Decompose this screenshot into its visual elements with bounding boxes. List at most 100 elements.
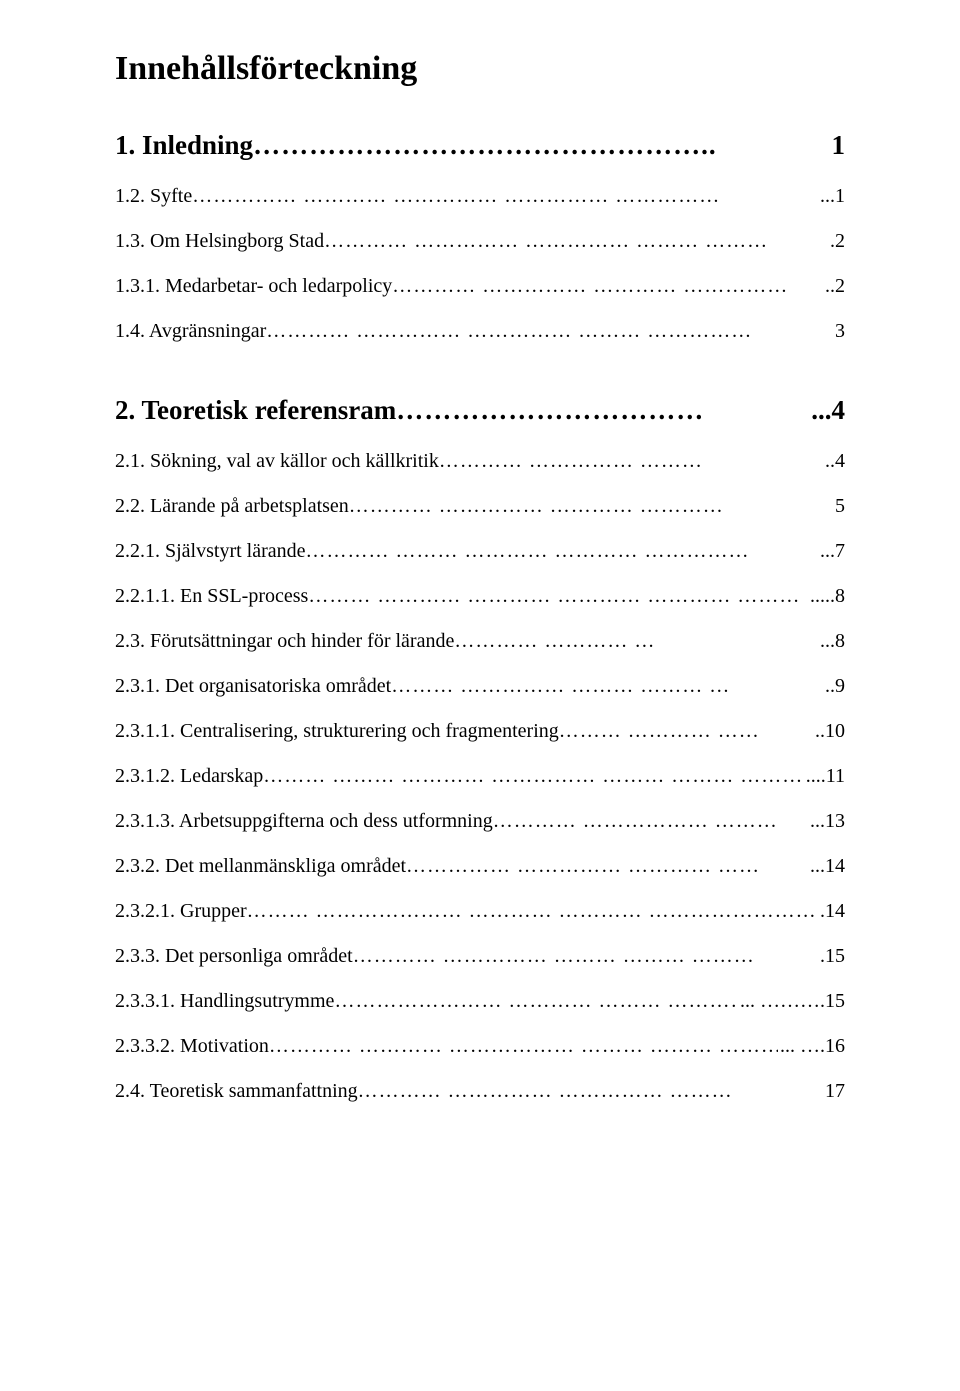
toc-entry-line: 2.2.1. Självstyrt lärande………… ……… ………… ……	[115, 540, 845, 563]
toc-page-number: ...14	[808, 855, 845, 878]
toc-leader: ……… ……… ………… …………… ……… ……… ……… ……… ……	[263, 765, 803, 788]
toc-leader: …………………………………………..	[253, 130, 829, 161]
toc-page-number: .....8	[808, 585, 845, 608]
toc-entry-line: 2.3.3.1. Handlingsutrymme…………………… ………… ……	[115, 990, 845, 1013]
toc-page-number: 5	[833, 495, 845, 518]
toc-heading-line: 1. Inledning…………………………………………..1	[115, 130, 845, 161]
toc-label: 2.3.1. Det organisatoriska området	[115, 675, 391, 698]
toc-label: 2.3.3.1. Handlingsutrymme	[115, 990, 334, 1013]
toc-leader: ………… …………… …………… ……… ………	[324, 230, 828, 253]
toc-entry-line: 2.3.1. Det organisatoriska området……… ………	[115, 675, 845, 698]
toc-leader: ………… …………… …………… ………	[358, 1080, 823, 1103]
toc-leader: ………… ………… …	[454, 630, 818, 653]
toc-label: 2.3. Förutsättningar och hinder för lära…	[115, 630, 454, 653]
toc-gap	[115, 925, 845, 943]
toc-page-number: ... ……….15	[738, 990, 845, 1013]
toc-gap	[115, 835, 845, 853]
toc-label: 2.2.1. Självstyrt lärande	[115, 540, 306, 563]
toc-leader: ………… …………… …………… ……… ……………	[266, 320, 833, 343]
page-title: Innehållsförteckning	[115, 50, 845, 88]
toc-leader: ………… …………… ……… ……… ………	[353, 945, 818, 968]
toc-page-number: ..4	[823, 450, 845, 473]
toc-page-number: ...8	[818, 630, 845, 653]
toc-leader: ……… ………… ……	[559, 720, 813, 743]
toc-page-number: ...4	[809, 395, 845, 426]
toc-gap	[115, 1060, 845, 1078]
toc-page-number: ...7	[818, 540, 845, 563]
toc-leader: …………… …………… ………… ……	[406, 855, 808, 878]
toc-entry-line: 2.3.3. Det personliga området………… …………… …	[115, 945, 845, 968]
toc-page-number: 1	[830, 130, 846, 161]
toc-gap	[115, 745, 845, 763]
toc-gap	[115, 165, 845, 183]
toc-entry-line: 2.4. Teoretisk sammanfattning………… …………… …	[115, 1080, 845, 1103]
toc-label: 2.3.3. Det personliga området	[115, 945, 353, 968]
toc-page-number: ... ….16	[778, 1035, 845, 1058]
toc-gap	[115, 565, 845, 583]
toc-gap	[115, 363, 845, 391]
toc-label: 1.3.1. Medarbetar- och ledarpolicy	[115, 275, 392, 298]
toc-leader: ………… …………… ………… …………	[349, 495, 833, 518]
toc-label: 2.3.2. Det mellanmänskliga området	[115, 855, 406, 878]
toc-page-number: ..10	[813, 720, 845, 743]
table-of-contents: 1. Inledning…………………………………………..1 1.2. Syft…	[115, 130, 845, 1123]
toc-label: 1.3. Om Helsingborg Stad	[115, 230, 324, 253]
toc-leader: ………… ………… ……………… ……… ……… ………… ………………	[269, 1035, 778, 1058]
toc-label: 2.1. Sökning, val av källor och källkrit…	[115, 450, 439, 473]
toc-gap	[115, 345, 845, 363]
toc-entry-line: 2.2. Lärande på arbetsplatsen………… …………… …	[115, 495, 845, 518]
toc-gap	[115, 1105, 845, 1123]
toc-label: 2.2.1.1. En SSL-process	[115, 585, 308, 608]
toc-gap	[115, 210, 845, 228]
toc-gap	[115, 655, 845, 673]
toc-entry-line: 2.3.3.2. Motivation………… ………… ……………… ……… …	[115, 1035, 845, 1058]
toc-entry-line: 2.3.1.2. Ledarskap……… ……… ………… …………… …………	[115, 765, 845, 788]
toc-gap	[115, 430, 845, 448]
toc-leader: …………… ………… …………… …………… ……………	[192, 185, 818, 208]
toc-page-number: .15	[818, 945, 845, 968]
toc-label: 2.4. Teoretisk sammanfattning	[115, 1080, 358, 1103]
toc-gap	[115, 520, 845, 538]
toc-label: 2.3.1.3. Arbetsuppgifterna och dess utfo…	[115, 810, 493, 833]
toc-entry-line: 2.3.2.1. Grupper……… ………………… ………… ………… ………	[115, 900, 845, 923]
toc-entry-line: 2.2.1.1. En SSL-process……… ………… ………… …………	[115, 585, 845, 608]
toc-label: 1.2. Syfte	[115, 185, 192, 208]
toc-entry-line: 1.3. Om Helsingborg Stad………… …………… ………………	[115, 230, 845, 253]
toc-entry-line: 1.2. Syfte…………… ………… …………… …………… ……………..…	[115, 185, 845, 208]
document-page: Innehållsförteckning 1. Inledning……………………	[0, 0, 960, 1391]
toc-entry-line: 2.3.2. Det mellanmänskliga området…………… …	[115, 855, 845, 878]
toc-entry-line: 2.3. Förutsättningar och hinder för lära…	[115, 630, 845, 653]
toc-gap	[115, 255, 845, 273]
toc-label: 2.2. Lärande på arbetsplatsen	[115, 495, 349, 518]
toc-page-number: .14	[818, 900, 845, 923]
toc-gap	[115, 475, 845, 493]
toc-page-number: ..2	[823, 275, 845, 298]
toc-leader: ……… …………… ……… ……… …	[391, 675, 823, 698]
toc-gap	[115, 700, 845, 718]
toc-leader: ……… ………… ………… ………… ………… ………	[308, 585, 808, 608]
toc-entry-line: 2.3.1.3. Arbetsuppgifterna och dess utfo…	[115, 810, 845, 833]
toc-entry-line: 1.4. Avgränsningar………… …………… …………… ……… ……	[115, 320, 845, 343]
toc-page-number: ...1	[818, 185, 845, 208]
toc-entry-line: 1.3.1. Medarbetar- och ledarpolicy………… ……	[115, 275, 845, 298]
toc-leader: ………… …………… ………… ……………	[392, 275, 823, 298]
toc-page-number: 17	[823, 1080, 845, 1103]
toc-label: 1. Inledning	[115, 130, 253, 161]
toc-label: 2.3.3.2. Motivation	[115, 1035, 269, 1058]
toc-leader: ………… …………… ………	[439, 450, 823, 473]
toc-page-number: 3	[833, 320, 845, 343]
toc-page-number: ..9	[823, 675, 845, 698]
toc-label: 2.3.1.1. Centralisering, strukturering o…	[115, 720, 559, 743]
toc-gap	[115, 300, 845, 318]
toc-leader: ……………………………	[396, 395, 809, 426]
toc-entry-line: 2.3.1.1. Centralisering, strukturering o…	[115, 720, 845, 743]
toc-label: 2. Teoretisk referensram	[115, 395, 396, 426]
toc-gap	[115, 610, 845, 628]
toc-label: 2.3.2.1. Grupper	[115, 900, 247, 923]
toc-heading-line: 2. Teoretisk referensram……………………………...4	[115, 395, 845, 426]
toc-page-number: .2	[828, 230, 845, 253]
toc-gap	[115, 790, 845, 808]
toc-gap	[115, 970, 845, 988]
toc-label: 1.4. Avgränsningar	[115, 320, 266, 343]
toc-leader: ………… ……… ………… ………… ……………	[306, 540, 818, 563]
